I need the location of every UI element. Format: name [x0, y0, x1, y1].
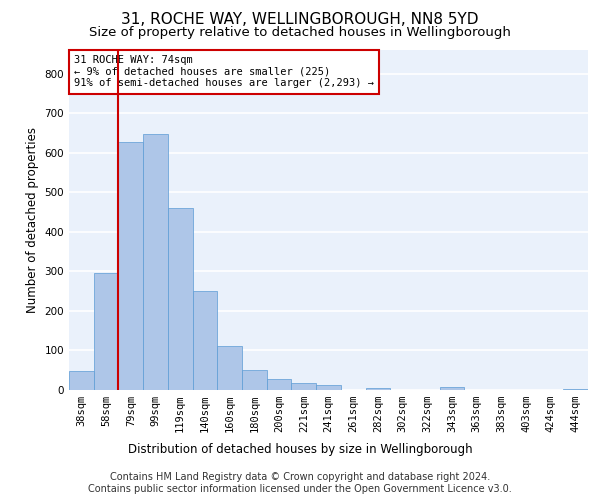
Text: Contains HM Land Registry data © Crown copyright and database right 2024.
Contai: Contains HM Land Registry data © Crown c… [88, 472, 512, 494]
Bar [316, 385, 341, 390]
Y-axis label: Number of detached properties: Number of detached properties [26, 127, 39, 313]
Text: 31 ROCHE WAY: 74sqm
← 9% of detached houses are smaller (225)
91% of semi-detach: 31 ROCHE WAY: 74sqm ← 9% of detached hou… [74, 55, 374, 88]
Bar [143, 134, 168, 390]
Text: Distribution of detached houses by size in Wellingborough: Distribution of detached houses by size … [128, 442, 472, 456]
Bar [563, 389, 588, 390]
Bar [292, 383, 316, 390]
Bar [267, 379, 292, 390]
Bar [193, 291, 217, 390]
Bar [440, 387, 464, 390]
Bar [168, 208, 193, 390]
Bar [242, 370, 267, 390]
Bar [118, 142, 143, 390]
Bar [217, 346, 242, 390]
Bar [69, 371, 94, 390]
Text: Size of property relative to detached houses in Wellingborough: Size of property relative to detached ho… [89, 26, 511, 39]
Bar [365, 388, 390, 390]
Text: 31, ROCHE WAY, WELLINGBOROUGH, NN8 5YD: 31, ROCHE WAY, WELLINGBOROUGH, NN8 5YD [121, 12, 479, 26]
Bar [94, 274, 118, 390]
